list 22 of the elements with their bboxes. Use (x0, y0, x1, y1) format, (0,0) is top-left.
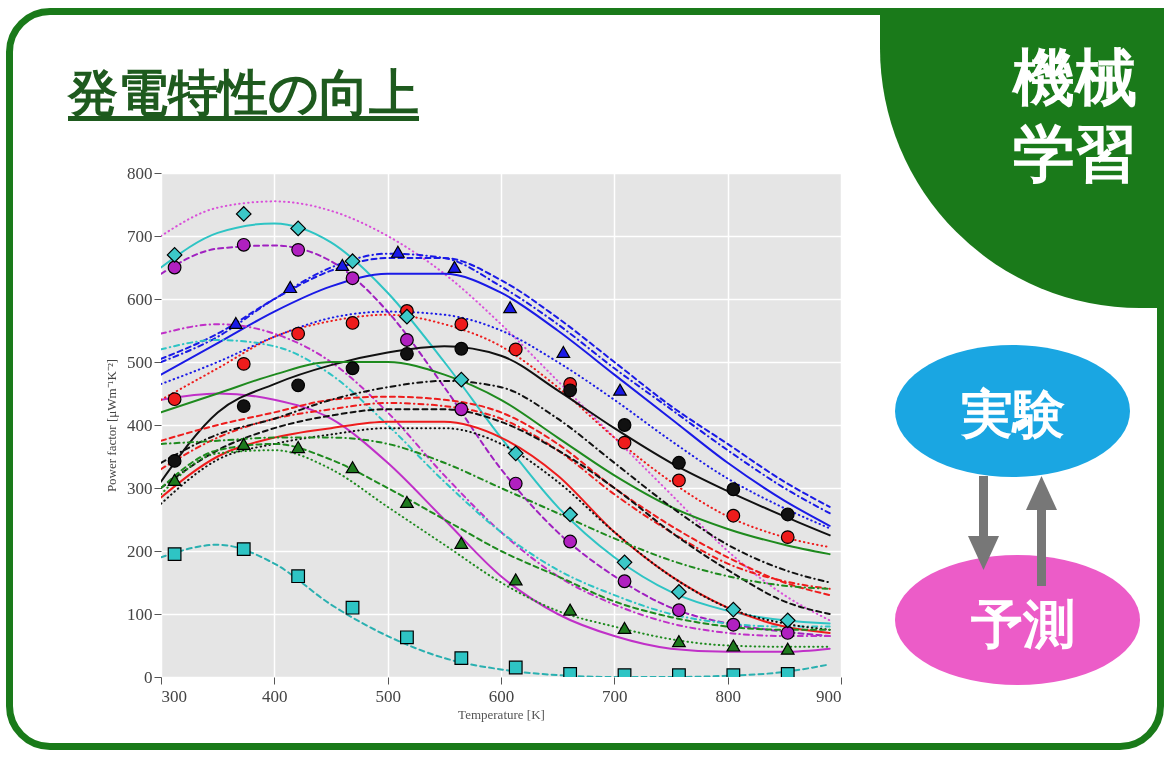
x-tick-label: 300 (161, 686, 187, 706)
x-axis-title: Temperature [K] (458, 706, 545, 722)
y-tick-label: 800 (127, 163, 153, 183)
y-tick-label: 100 (127, 604, 153, 624)
y-tick-label: 400 (127, 415, 153, 435)
text: 予測 (969, 593, 1076, 656)
y-tick-label: 600 (127, 289, 153, 309)
text: 機械学習 (1011, 40, 1138, 192)
text: 実験 (959, 383, 1066, 446)
x-tick-label: 600 (488, 686, 515, 706)
y-axis-title: Power factor [μWm⁻¹K⁻²] (104, 358, 119, 493)
x-tick-label: 500 (375, 686, 401, 706)
y-tick-label: 300 (127, 478, 153, 498)
x-tick-label: 700 (602, 686, 628, 706)
x-tick-label: 800 (715, 686, 741, 706)
y-tick-label: 0 (144, 667, 153, 687)
chart-title: 発電特性の向上 (68, 63, 419, 124)
y-tick-label: 500 (127, 352, 153, 372)
y-tick-label: 700 (127, 226, 153, 246)
y-tick-label: 200 (127, 541, 153, 561)
x-tick-label: 400 (262, 686, 288, 706)
x-tick-label: 900 (816, 686, 842, 706)
